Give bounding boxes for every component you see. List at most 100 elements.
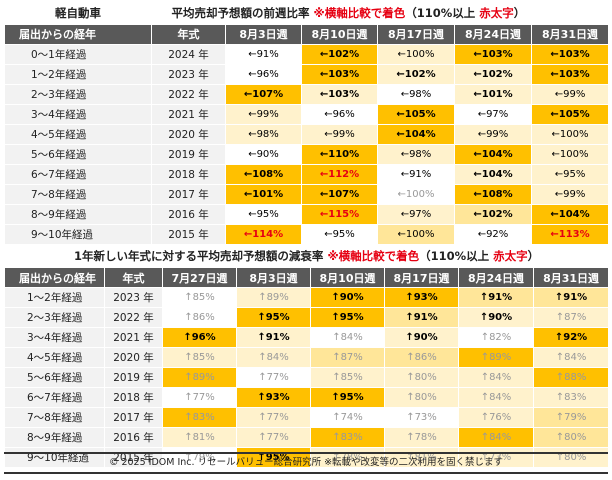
ratio-cell: ←114% (225, 223, 302, 245)
ratio-cell: ↑83% (310, 427, 385, 448)
ratio-cell: ←99% (530, 183, 610, 205)
ratio-cell: ↑81% (162, 427, 237, 448)
copyright-footer: © 2025 IDOM Inc. リセールバリュー総合研究所 ※転載や改変等の二… (4, 452, 608, 474)
ratio-cell: ↑86% (162, 307, 237, 328)
ratio-cell: ↑91% (458, 287, 534, 308)
row-label: 5～6年経過 (4, 143, 152, 165)
ratio-cell: ←102% (377, 63, 455, 85)
table2-note-bold: 赤太字 (493, 248, 528, 263)
table2-title-row: 1年新しい年式に対する平均売却予想額の減衰率 ※横軸比較で着色（110%以上 赤… (5, 245, 609, 268)
ratio-cell: ←104% (530, 203, 610, 225)
column-header: 8月17日週 (377, 23, 455, 45)
table-row: 3～4年経過 2021 年 ↑96% ↑91% ↑84% ↑90% ↑82% ↑92% (4, 327, 610, 348)
ratio-cell: ↑91% (384, 307, 459, 328)
ratio-cell: ←90% (225, 143, 302, 165)
row-label: 1～2年経過 (4, 287, 105, 308)
ratio-cell: ↑91% (236, 327, 311, 348)
table1-note-mid: （110%以上 (405, 6, 480, 21)
row-year: 2022 年 (104, 307, 163, 328)
table-row: 1～2年経過 2023 年 ←96% ←103% ←102% ←102% ←103% (4, 63, 610, 85)
ratio-cell: ←113% (530, 223, 610, 245)
column-header: 8月31日週 (530, 23, 610, 45)
ratio-cell: ←102% (301, 43, 378, 65)
ratio-cell: ↑89% (162, 367, 237, 388)
ratio-cell: ←103% (530, 43, 610, 65)
table-row: 6～7年経過 2018 年 ←108% ←112% ←91% ←104% ←95% (4, 163, 610, 185)
ratio-cell: ↑82% (458, 327, 534, 348)
ratio-cell: ←104% (454, 163, 532, 185)
row-year: 2021 年 (104, 327, 163, 348)
row-label: 3～4年経過 (4, 327, 105, 348)
table-row: 6～7年経過 2018 年 ↑77% ↑93% ↑95% ↑80% ↑84% ↑83% (4, 387, 610, 408)
ratio-cell: ←92% (454, 223, 532, 245)
table1-note-end: ） (513, 6, 526, 21)
ratio-cell: ↑85% (310, 367, 385, 388)
ratio-cell: ↑91% (532, 287, 610, 308)
ratio-cell: ←91% (377, 163, 455, 185)
ratio-cell: ↑84% (532, 347, 610, 368)
ratio-cell: ←101% (225, 183, 302, 205)
ratio-cell: ←105% (377, 103, 455, 125)
table-row: 7～8年経過 2017 年 ←101% ←107% ←100% ←108% ←99% (4, 183, 610, 205)
table-row: 3～4年経過 2021 年 ←99% ←96% ←105% ←97% ←105% (4, 103, 610, 125)
ratio-cell: ↑74% (310, 407, 385, 428)
ratio-cell: ↑90% (310, 287, 385, 308)
weekly-ratio-table: 軽自動車 平均売却予想額の前週比率 ※横軸比較で着色（110%以上 赤太字） 届… (4, 3, 610, 245)
ratio-cell: ←97% (454, 103, 532, 125)
row-year: 2018 年 (151, 163, 226, 185)
ratio-cell: ←104% (377, 123, 455, 145)
table-row: 8～9年経過 2016 年 ↑81% ↑77% ↑83% ↑78% ↑84% ↑80% (4, 427, 610, 448)
ratio-cell: ↑84% (236, 347, 311, 368)
column-header: 届出からの経年 (4, 267, 105, 288)
table-row: 2～3年経過 2022 年 ←107% ←103% ←98% ←101% ←99% (4, 83, 610, 105)
ratio-cell: ←100% (530, 143, 610, 165)
table-row: 1～2年経過 2023 年 ↑85% ↑89% ↑90% ↑93% ↑91% ↑91% (4, 287, 610, 308)
row-label: 1～2年経過 (4, 63, 152, 85)
ratio-cell: ↑88% (532, 367, 610, 388)
ratio-cell: ↑95% (310, 387, 385, 408)
table2-title: 1年新しい年式に対する平均売却予想額の減衰率 ※横軸比較で着色（110%以上 赤… (5, 245, 609, 268)
ratio-cell: ↑89% (236, 287, 311, 308)
row-label: 8～9年経過 (4, 427, 105, 448)
table1-note-bold: 赤太字 (479, 6, 514, 21)
ratio-cell: ←115% (301, 203, 378, 225)
ratio-cell: ←99% (454, 123, 532, 145)
ratio-cell: ↑85% (162, 287, 237, 308)
column-header: 8月24日週 (454, 23, 532, 45)
column-header: 8月10日週 (310, 267, 385, 288)
ratio-cell: ↑77% (236, 407, 311, 428)
row-label: 6～7年経過 (4, 387, 105, 408)
ratio-cell: ←103% (530, 63, 610, 85)
ratio-cell: ↑80% (384, 367, 459, 388)
table2-header-row: 届出からの経年 年式 7月27日週 8月3日週 8月10日週 8月17日週 8月… (4, 267, 610, 288)
decay-rate-table: 1年新しい年式に対する平均売却予想額の減衰率 ※横軸比較で着色（110%以上 赤… (4, 245, 610, 468)
ratio-cell: ↑92% (532, 327, 610, 348)
row-year: 2020 年 (104, 347, 163, 368)
row-year: 2019 年 (104, 367, 163, 388)
ratio-cell: ↑77% (162, 387, 237, 408)
row-label: 2～3年経過 (4, 307, 105, 328)
ratio-cell: ←107% (301, 183, 378, 205)
ratio-cell: ↑95% (236, 307, 311, 328)
table-row: 4～5年経過 2020 年 ←98% ←99% ←104% ←99% ←100% (4, 123, 610, 145)
ratio-cell: ↑84% (458, 427, 534, 448)
table-row: 7～8年経過 2017 年 ↑83% ↑77% ↑74% ↑73% ↑76% ↑79% (4, 407, 610, 428)
column-header: 年式 (151, 23, 226, 45)
ratio-cell: ←98% (225, 123, 302, 145)
ratio-cell: ←102% (454, 63, 532, 85)
row-label: 9～10年経過 (4, 223, 152, 245)
table1-body: 0～1年経過 2024 年 ←91% ←102% ←100% ←103% ←103% 1～2年… (4, 43, 610, 245)
column-header: 7月27日週 (162, 267, 237, 288)
ratio-cell: ←95% (225, 203, 302, 225)
ratio-cell: ↑80% (384, 387, 459, 408)
ratio-cell: ←108% (225, 163, 302, 185)
row-label: 6～7年経過 (4, 163, 152, 185)
ratio-cell: ←96% (301, 103, 378, 125)
row-year: 2021 年 (151, 103, 226, 125)
ratio-cell: ↑96% (162, 327, 237, 348)
ratio-cell: ↑83% (532, 387, 610, 408)
ratio-cell: ←105% (530, 103, 610, 125)
row-year: 2023 年 (104, 287, 163, 308)
ratio-cell: ↑87% (532, 307, 610, 328)
row-label: 5～6年経過 (4, 367, 105, 388)
